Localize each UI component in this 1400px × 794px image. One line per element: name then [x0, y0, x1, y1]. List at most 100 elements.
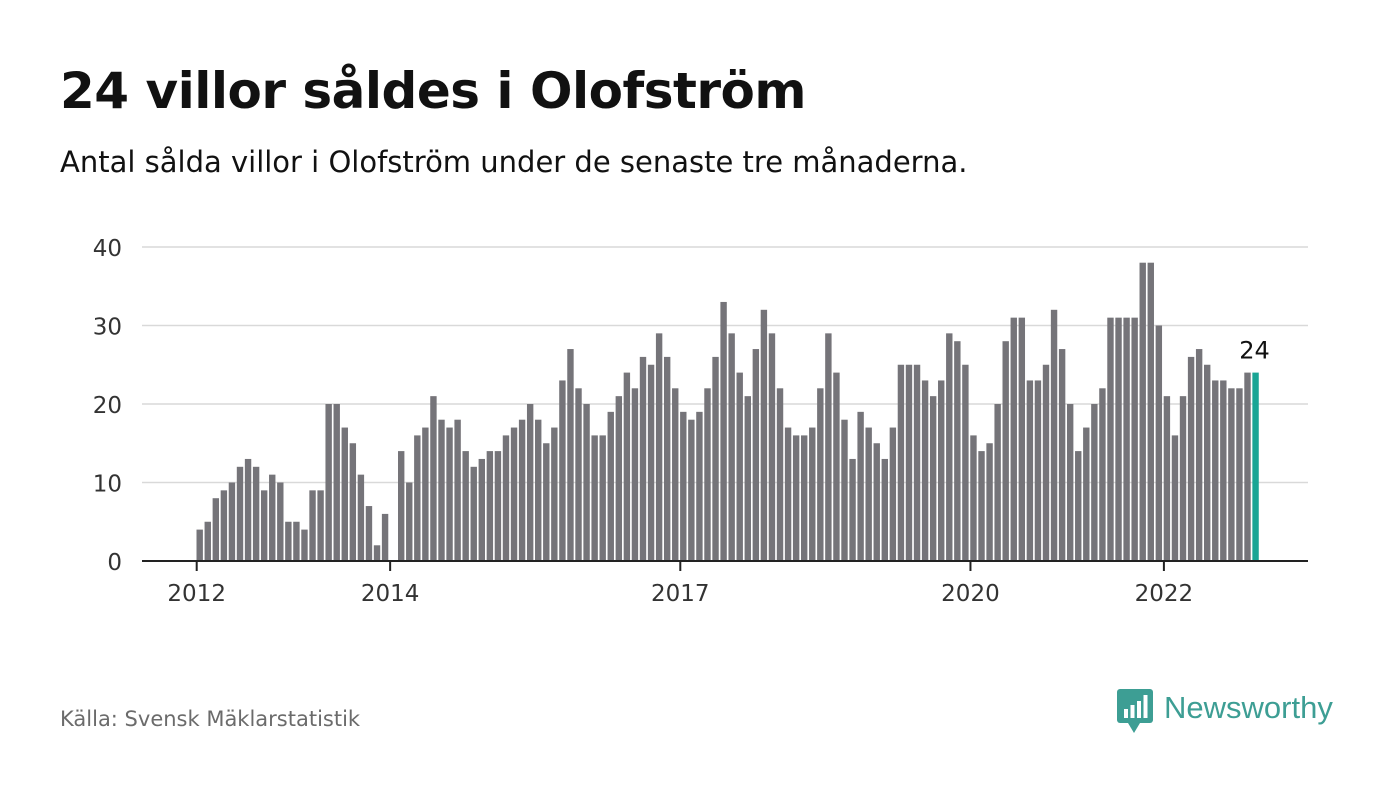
brand-logo[interactable]: Newsworthy — [1116, 688, 1333, 736]
bar — [938, 380, 945, 561]
bar — [1179, 396, 1187, 561]
bar — [680, 411, 687, 561]
bar — [736, 372, 743, 561]
bar — [349, 443, 357, 561]
bar — [986, 443, 993, 561]
bar — [1091, 404, 1098, 561]
bar — [1204, 364, 1211, 561]
bar — [559, 380, 566, 561]
bar — [921, 380, 929, 561]
bar — [905, 364, 913, 561]
y-tick-label: 20 — [93, 393, 122, 419]
bar — [454, 419, 461, 561]
bar — [204, 521, 211, 561]
bar — [551, 427, 558, 561]
bar — [865, 427, 872, 561]
bar — [663, 356, 671, 561]
bar — [406, 482, 413, 561]
bar — [1099, 388, 1106, 561]
bar — [841, 419, 848, 561]
bar — [752, 349, 760, 561]
bar — [502, 435, 510, 561]
highlight-bar — [1252, 372, 1259, 561]
bar — [1010, 317, 1017, 561]
bar — [776, 388, 784, 561]
bar — [672, 388, 679, 561]
bar — [526, 404, 534, 561]
bar — [857, 411, 864, 561]
bar — [470, 466, 477, 561]
bar — [228, 482, 236, 561]
bar — [784, 427, 792, 561]
bar — [1034, 380, 1042, 561]
bar — [357, 474, 365, 561]
bar — [398, 451, 405, 561]
bar — [639, 356, 647, 561]
bar — [373, 545, 381, 561]
bar — [1123, 317, 1130, 561]
bar — [817, 388, 824, 561]
bar — [252, 466, 260, 561]
bar — [760, 309, 768, 561]
bar — [655, 333, 663, 561]
bar — [1212, 380, 1219, 561]
bar — [1083, 427, 1090, 561]
bar — [1075, 451, 1082, 561]
bar — [277, 482, 284, 561]
bar — [1026, 380, 1034, 561]
bar — [704, 388, 711, 561]
bar — [1244, 372, 1251, 561]
bar — [212, 498, 220, 561]
bar — [897, 364, 905, 561]
x-axis-ticks: 2012 2014 2017 2020 2022 — [167, 561, 1193, 607]
bar — [196, 529, 203, 561]
bar — [293, 521, 300, 561]
bar — [1115, 317, 1122, 561]
x-tick-label: 2022 — [1135, 581, 1194, 607]
bar — [631, 388, 639, 561]
bar — [583, 404, 590, 561]
bar — [309, 490, 316, 561]
bar — [381, 513, 389, 561]
bar — [430, 396, 437, 561]
bar — [720, 301, 727, 561]
bar — [325, 404, 332, 561]
bar — [889, 427, 897, 561]
bar — [929, 396, 937, 561]
bar — [954, 341, 961, 561]
bar — [446, 427, 453, 561]
bar — [365, 506, 373, 561]
bar — [1107, 317, 1114, 561]
bar — [688, 419, 695, 561]
chart-title: 24 villor såldes i Olofström — [60, 62, 807, 120]
bar — [567, 349, 574, 561]
bar — [422, 427, 429, 561]
bar — [535, 419, 542, 561]
bar — [833, 372, 840, 561]
bar — [946, 333, 953, 561]
bar — [801, 435, 808, 561]
bar — [269, 474, 276, 561]
chart-bubble-icon — [1117, 689, 1153, 733]
bar — [1228, 388, 1235, 561]
bar — [494, 451, 502, 561]
bar — [1131, 317, 1138, 561]
bar — [1220, 380, 1227, 561]
bar — [1066, 404, 1074, 561]
brand-name: Newsworthy — [1164, 690, 1333, 725]
bar — [1018, 317, 1026, 561]
bar — [285, 521, 292, 561]
bar — [518, 419, 526, 561]
bar — [462, 451, 469, 561]
bar — [792, 435, 800, 561]
bar — [301, 529, 308, 561]
bar — [744, 396, 751, 561]
y-axis-ticks: 0 10 20 30 40 — [93, 236, 122, 576]
bar — [607, 411, 614, 561]
bar — [486, 451, 494, 561]
x-tick-label: 2020 — [941, 581, 1000, 607]
bar — [825, 333, 832, 561]
bar — [341, 427, 348, 561]
data-labels: 24 — [1239, 337, 1270, 365]
